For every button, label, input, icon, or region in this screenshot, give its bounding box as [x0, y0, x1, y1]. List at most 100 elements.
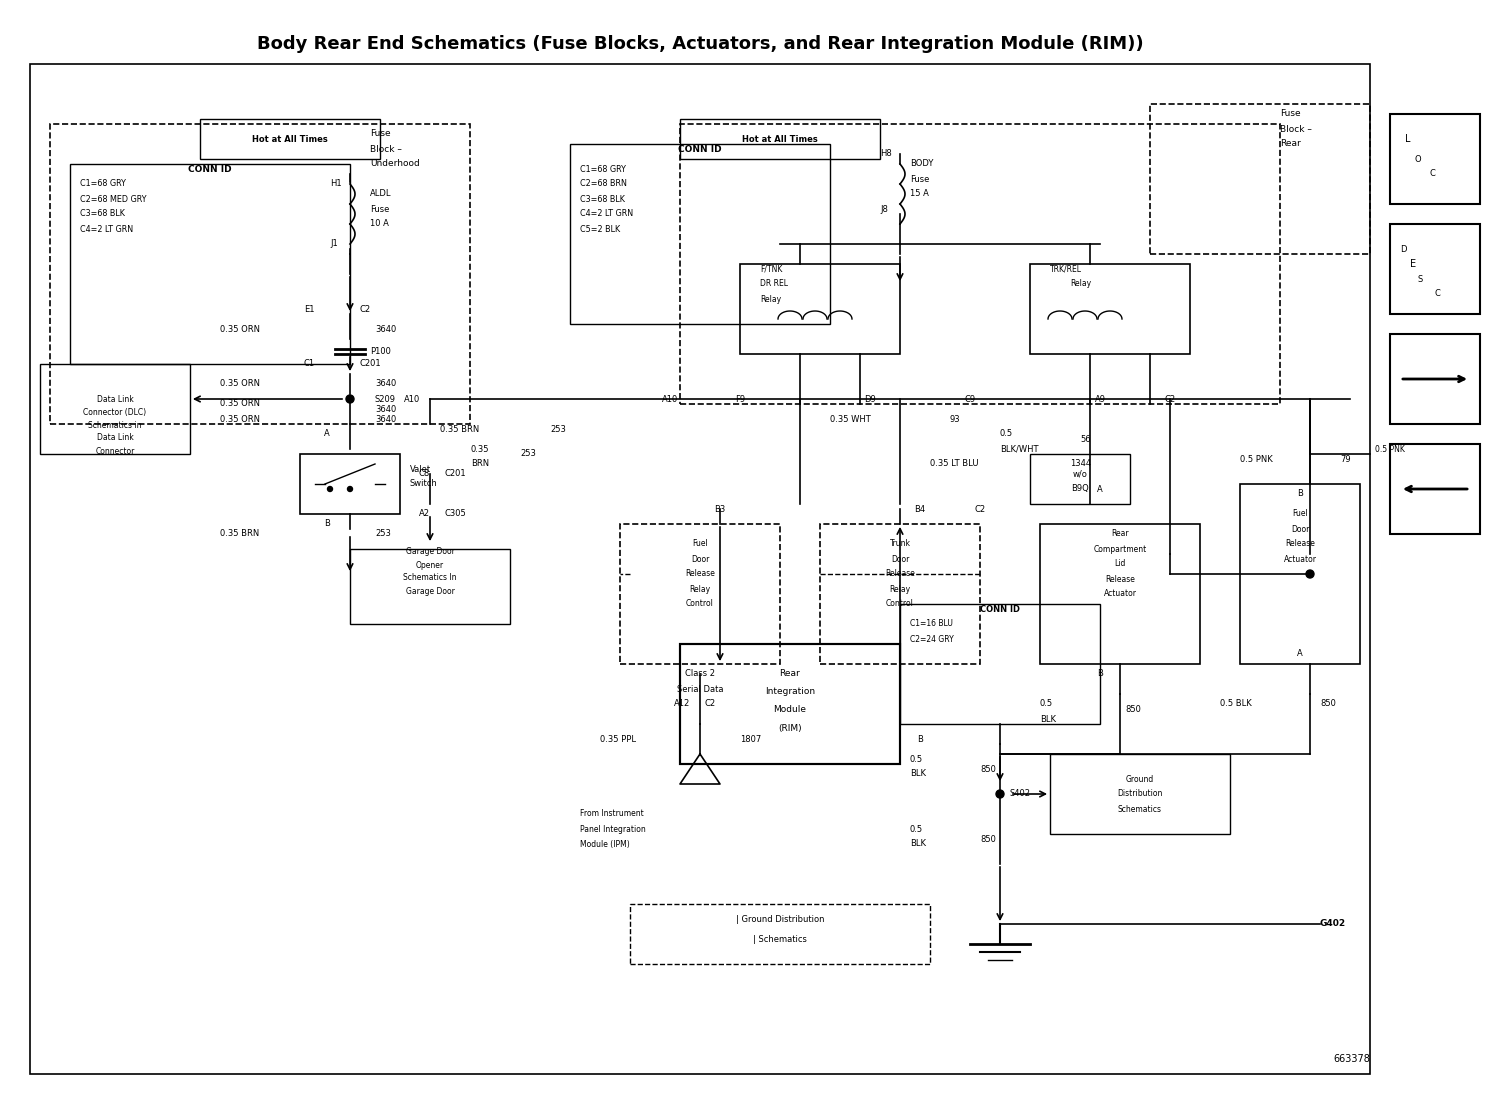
Text: S: S — [1418, 275, 1423, 284]
Text: Relay: Relay — [760, 295, 781, 304]
Text: E1: E1 — [305, 305, 315, 314]
Text: Trunk: Trunk — [890, 540, 911, 549]
Text: Fuse: Fuse — [371, 204, 390, 213]
Text: 3640: 3640 — [375, 380, 396, 389]
Text: BRN: BRN — [470, 459, 490, 468]
Text: 10 A: 10 A — [371, 220, 388, 229]
Text: Door: Door — [690, 554, 710, 563]
Text: Schematics: Schematics — [1117, 805, 1162, 814]
Text: C1=68 GRY: C1=68 GRY — [580, 164, 626, 173]
Text: C2: C2 — [975, 505, 985, 513]
Text: C: C — [1430, 170, 1436, 179]
Text: 850: 850 — [1125, 704, 1141, 713]
Text: L: L — [1405, 134, 1411, 144]
Bar — [1390, 224, 1481, 314]
Bar — [1030, 454, 1129, 505]
Text: 0.5: 0.5 — [911, 825, 923, 834]
Bar — [70, 164, 350, 364]
Text: C9: C9 — [964, 394, 976, 403]
Text: H1: H1 — [330, 180, 342, 189]
Text: BODY: BODY — [911, 159, 933, 169]
Text: Connector: Connector — [95, 446, 135, 456]
Text: O: O — [1415, 155, 1421, 163]
Text: C8: C8 — [418, 469, 430, 478]
Text: Compartment: Compartment — [1094, 544, 1147, 553]
Bar — [900, 604, 1100, 724]
Bar — [1040, 524, 1199, 664]
Text: BLK: BLK — [911, 839, 926, 849]
Text: A10: A10 — [403, 394, 420, 403]
Text: Lid: Lid — [1115, 560, 1126, 569]
Text: 0.5 PNK: 0.5 PNK — [1240, 455, 1272, 464]
Text: C305: C305 — [445, 510, 467, 519]
Text: Data Link: Data Link — [97, 394, 134, 403]
Text: A: A — [1097, 485, 1103, 493]
Text: 15 A: 15 A — [911, 190, 929, 199]
Text: 253: 253 — [551, 425, 565, 434]
Text: Door: Door — [1290, 524, 1309, 533]
Text: Relay: Relay — [689, 584, 711, 594]
Bar — [680, 124, 1280, 404]
Text: Module (IPM): Module (IPM) — [580, 839, 629, 849]
Text: 0.5 PNK: 0.5 PNK — [1375, 445, 1405, 454]
Text: Connector (DLC): Connector (DLC) — [83, 407, 146, 416]
Text: Release: Release — [684, 570, 714, 578]
Text: 253: 253 — [375, 530, 391, 539]
Circle shape — [348, 487, 353, 491]
Text: 663378: 663378 — [1333, 1054, 1370, 1064]
Text: C4=2 LT GRN: C4=2 LT GRN — [580, 210, 632, 219]
Text: CONN ID: CONN ID — [187, 164, 232, 173]
Text: C3=68 BLK: C3=68 BLK — [580, 194, 625, 203]
Text: J1: J1 — [330, 240, 338, 248]
Text: Hot at All Times: Hot at All Times — [743, 135, 818, 144]
Text: Valet: Valet — [411, 465, 432, 474]
Bar — [820, 524, 981, 664]
Text: B4: B4 — [915, 505, 926, 513]
Text: Door: Door — [891, 554, 909, 563]
Text: BLK/WHT: BLK/WHT — [1000, 445, 1039, 454]
Text: C: C — [1434, 289, 1440, 298]
Bar — [51, 124, 470, 424]
Bar — [570, 144, 830, 323]
Text: 93: 93 — [949, 414, 961, 424]
Text: Rear: Rear — [780, 669, 801, 679]
Text: Hot at All Times: Hot at All Times — [251, 135, 327, 144]
Text: CONN ID: CONN ID — [981, 605, 1019, 614]
Text: Release: Release — [1286, 540, 1315, 549]
Text: C2=68 BRN: C2=68 BRN — [580, 180, 626, 189]
Bar — [1030, 264, 1190, 354]
Bar — [680, 644, 900, 764]
Text: S402: S402 — [1010, 789, 1031, 798]
Text: Garage Door: Garage Door — [406, 548, 454, 556]
Text: 1344: 1344 — [1070, 459, 1091, 468]
Text: 3640: 3640 — [375, 414, 396, 424]
Text: 0.35: 0.35 — [470, 445, 490, 454]
Text: 0.35 LT BLU: 0.35 LT BLU — [930, 459, 979, 468]
Text: C5=2 BLK: C5=2 BLK — [580, 224, 620, 234]
Text: D: D — [1400, 244, 1406, 254]
Text: D9: D9 — [865, 394, 876, 403]
Text: Rear: Rear — [1112, 530, 1129, 539]
Text: 56: 56 — [1080, 435, 1091, 444]
Text: A12: A12 — [674, 700, 690, 709]
Text: TRK/REL: TRK/REL — [1051, 265, 1082, 274]
Text: Release: Release — [885, 570, 915, 578]
Text: | Ground Distribution: | Ground Distribution — [735, 914, 824, 924]
Bar — [620, 524, 780, 664]
Text: Switch: Switch — [411, 479, 437, 488]
Text: A10: A10 — [662, 394, 679, 403]
Text: Fuel: Fuel — [1292, 510, 1308, 519]
Text: P100: P100 — [371, 348, 391, 357]
Circle shape — [1306, 570, 1314, 578]
Text: 3640: 3640 — [375, 404, 396, 414]
Text: 0.35 ORN: 0.35 ORN — [220, 414, 260, 424]
Text: A: A — [1298, 649, 1303, 658]
Text: Class 2: Class 2 — [684, 669, 716, 679]
Text: C1=16 BLU: C1=16 BLU — [911, 619, 952, 628]
Text: Actuator: Actuator — [1284, 554, 1317, 563]
Text: 0.35 ORN: 0.35 ORN — [220, 380, 260, 389]
Text: BLK: BLK — [911, 769, 926, 778]
Text: CONN ID: CONN ID — [679, 145, 722, 153]
Text: 850: 850 — [1320, 700, 1336, 709]
Text: 253: 253 — [519, 449, 536, 458]
